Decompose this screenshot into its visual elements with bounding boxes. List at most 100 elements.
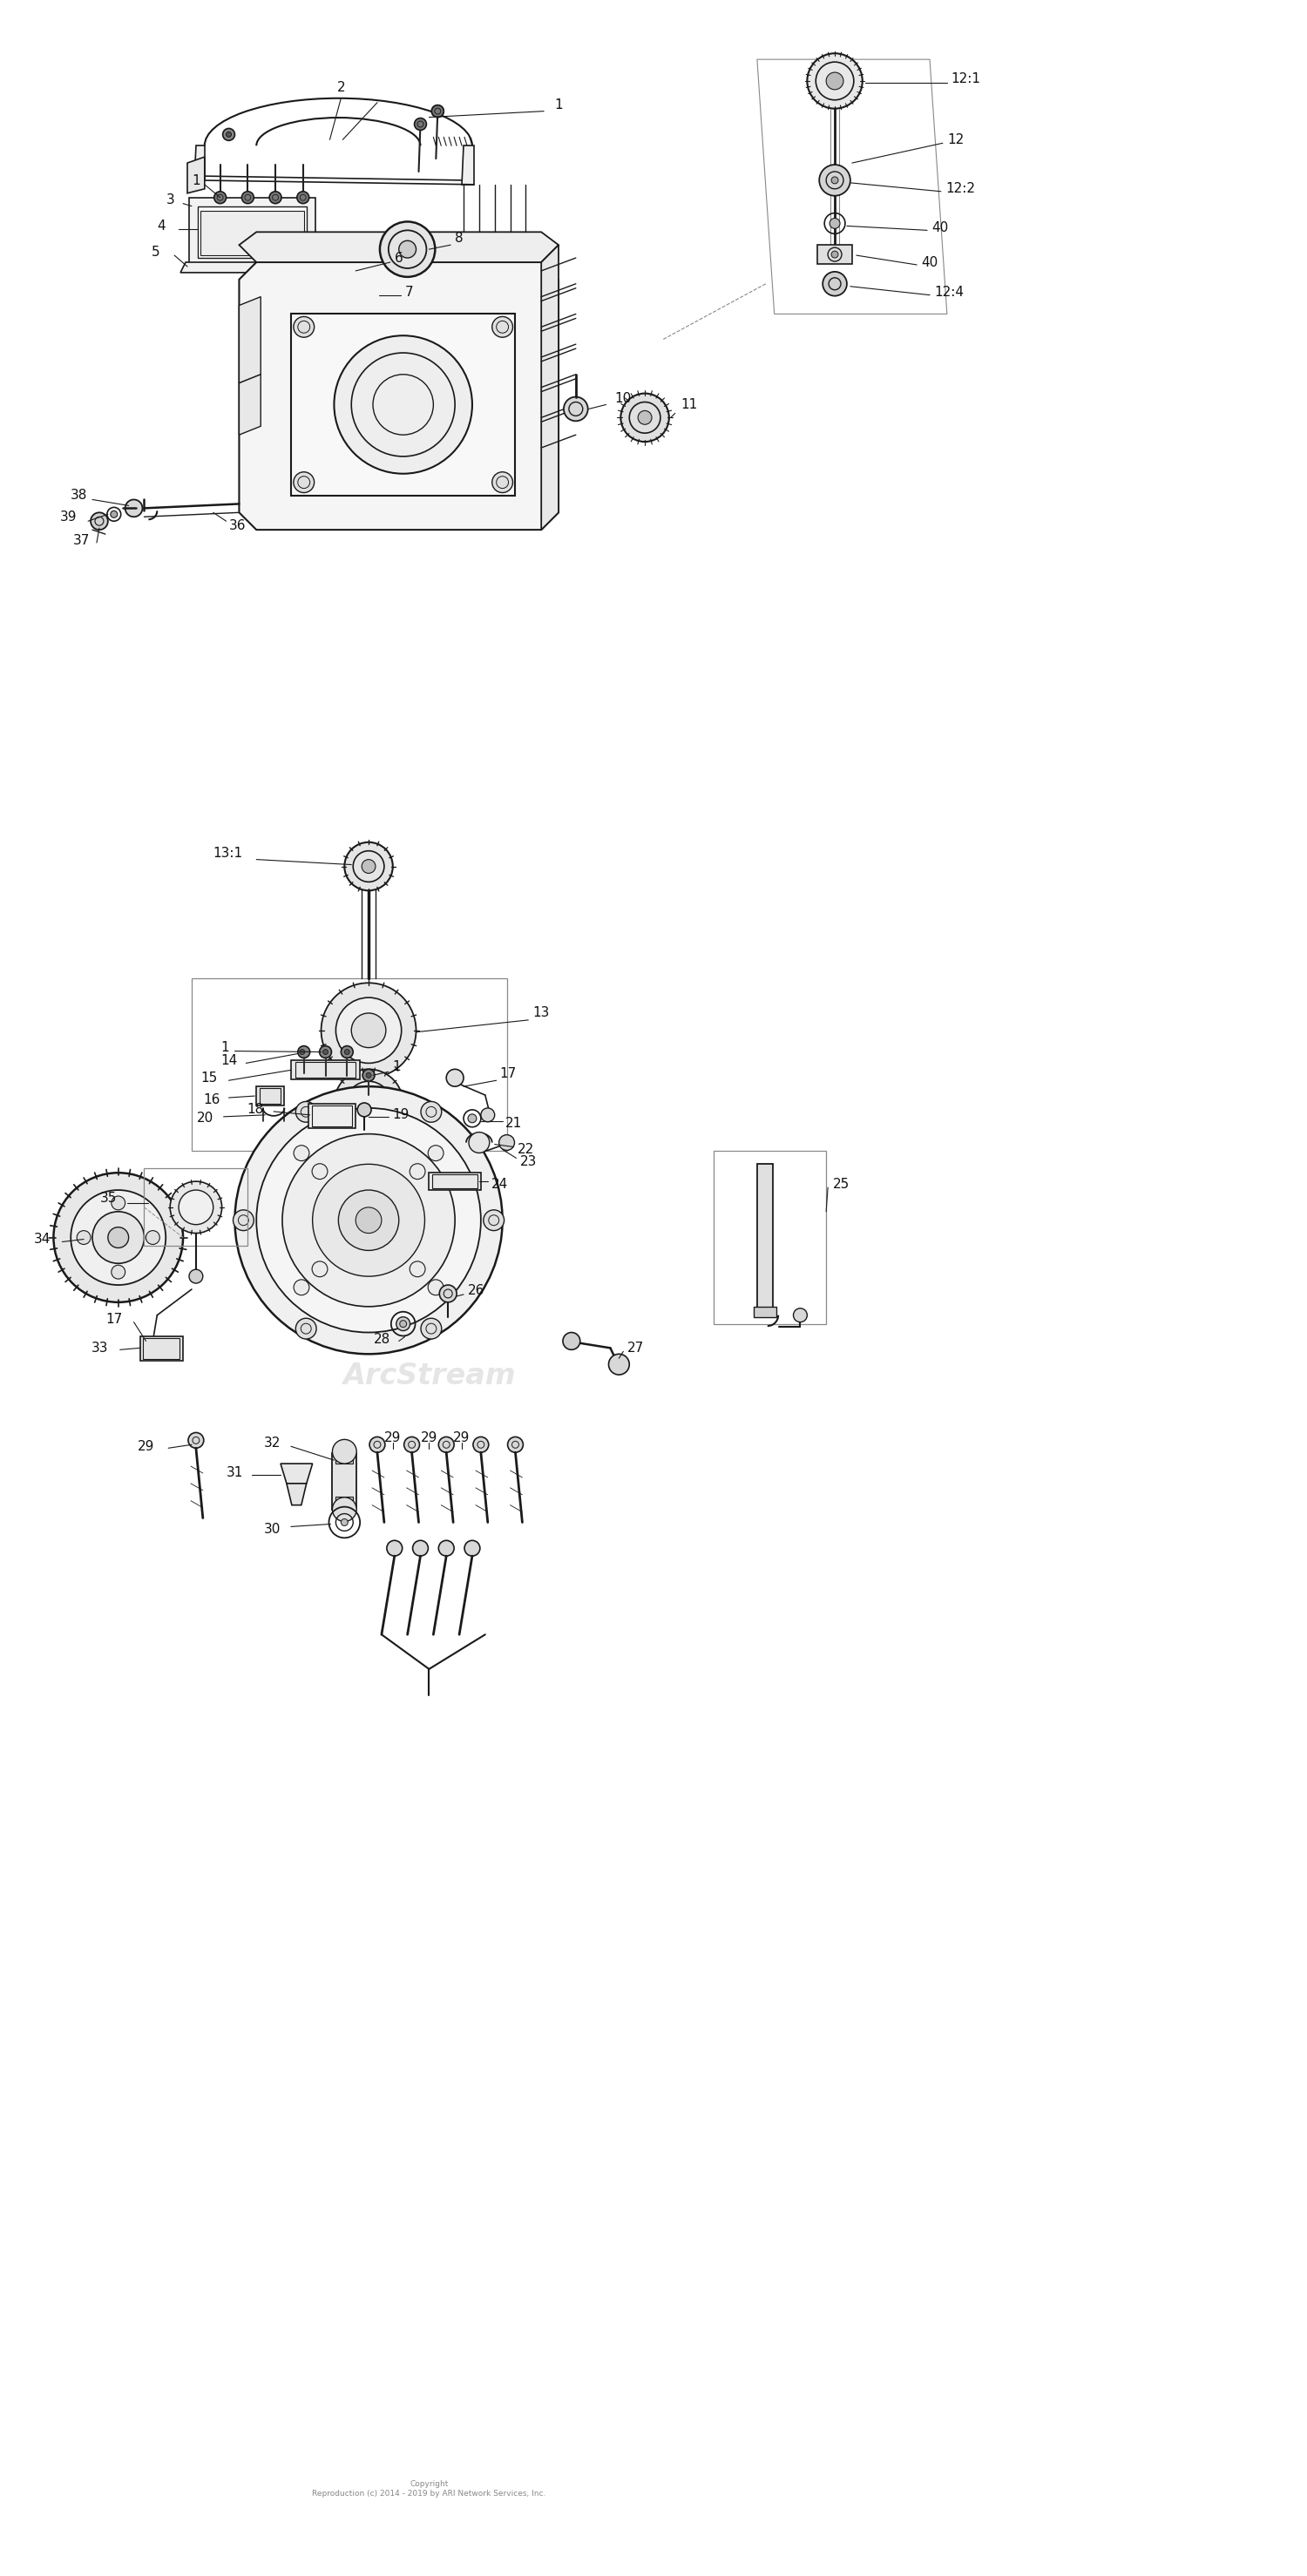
Text: 18: 18 [247,1103,263,1115]
Circle shape [299,1048,305,1054]
Circle shape [312,1164,328,1180]
Circle shape [269,191,281,204]
Circle shape [111,1195,125,1211]
Text: 8: 8 [455,232,464,245]
Circle shape [491,317,512,337]
Polygon shape [239,296,260,384]
Circle shape [54,1172,183,1303]
Circle shape [108,1226,128,1247]
Polygon shape [190,198,315,265]
Circle shape [111,510,118,518]
Text: 17: 17 [106,1314,123,1327]
Text: 2: 2 [337,82,345,95]
Text: 12: 12 [948,134,963,147]
Circle shape [93,1211,144,1262]
Circle shape [439,1437,454,1453]
Bar [260,1087,281,1103]
Circle shape [312,1164,425,1275]
Circle shape [322,984,416,1077]
Circle shape [396,1316,410,1332]
Polygon shape [541,245,558,531]
Circle shape [341,1520,348,1525]
Bar [817,245,852,263]
Circle shape [242,191,254,204]
Text: 1: 1 [192,175,200,188]
Circle shape [563,1332,580,1350]
Text: 5: 5 [152,245,159,258]
Polygon shape [197,206,306,258]
Circle shape [319,1046,332,1059]
Bar [256,1087,284,1105]
Circle shape [499,1136,515,1151]
Circle shape [332,1497,357,1522]
Bar [433,1175,477,1188]
Circle shape [256,1108,481,1332]
Circle shape [332,1440,357,1463]
Text: 13:1: 13:1 [213,848,243,860]
Circle shape [409,1164,425,1180]
Circle shape [366,1072,371,1077]
Circle shape [297,191,308,204]
Text: 12:4: 12:4 [935,286,963,299]
Text: 29: 29 [137,1440,154,1453]
Text: 35: 35 [99,1193,116,1206]
Circle shape [427,1280,443,1296]
Text: 37: 37 [73,533,90,546]
Circle shape [282,1133,455,1306]
Text: 1: 1 [221,1041,229,1054]
Bar [291,1061,359,1079]
Text: 32: 32 [264,1437,281,1450]
Text: 16: 16 [204,1092,220,1105]
Circle shape [484,1211,505,1231]
Text: 39: 39 [60,510,77,523]
Text: 40: 40 [932,222,949,234]
Text: 29: 29 [421,1432,438,1445]
Text: 14: 14 [221,1054,238,1066]
Text: 36: 36 [229,518,246,533]
Circle shape [431,106,443,118]
Text: 1: 1 [554,98,562,111]
Text: 10: 10 [614,392,631,404]
Text: 29: 29 [384,1432,401,1445]
Polygon shape [180,263,324,273]
Circle shape [413,1540,429,1556]
Circle shape [370,1437,386,1453]
Circle shape [399,240,416,258]
Text: 11: 11 [681,399,698,412]
Text: 28: 28 [374,1332,391,1345]
Text: 1: 1 [393,1061,401,1074]
Text: 15: 15 [201,1072,217,1084]
Text: 24: 24 [491,1177,508,1190]
Circle shape [77,1231,90,1244]
Circle shape [352,1012,386,1048]
Circle shape [435,108,440,113]
Circle shape [294,1146,310,1162]
Circle shape [793,1309,808,1321]
Bar [140,1337,183,1360]
Circle shape [294,1280,310,1296]
Text: 34: 34 [34,1234,51,1247]
Text: 3: 3 [166,193,174,206]
Circle shape [830,219,840,229]
Circle shape [357,1103,371,1115]
Text: 29: 29 [454,1432,471,1445]
Circle shape [226,131,231,137]
Bar [336,1455,353,1463]
Circle shape [831,178,838,183]
Circle shape [427,1146,443,1162]
Circle shape [144,1337,159,1352]
Polygon shape [291,314,515,495]
Circle shape [563,397,588,420]
Circle shape [335,335,472,474]
Circle shape [414,118,426,131]
Circle shape [294,317,314,337]
Circle shape [312,1262,328,1278]
Circle shape [222,129,235,142]
Circle shape [404,1437,420,1453]
Circle shape [346,1082,391,1126]
Circle shape [380,222,435,276]
Circle shape [822,270,847,296]
Circle shape [336,997,401,1064]
Circle shape [362,1069,375,1082]
Polygon shape [187,157,205,193]
